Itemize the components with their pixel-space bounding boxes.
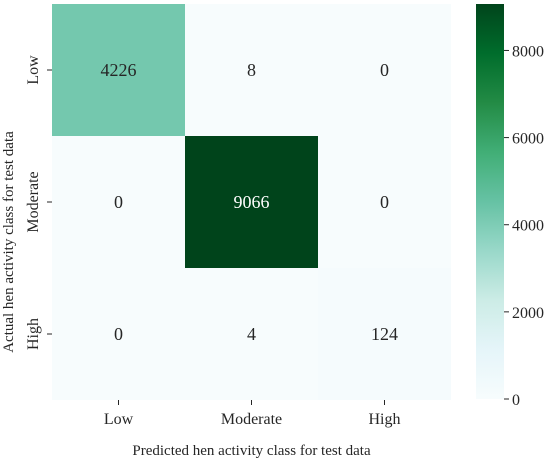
heatmap-cell-2-2	[318, 268, 451, 400]
cell-value-label-0-0: 4226	[101, 60, 137, 80]
cell-value-label-0-2: 0	[380, 60, 389, 80]
colorbar-tick-label-4: 8000	[512, 43, 544, 60]
cell-value-label-2-1: 4	[247, 324, 256, 344]
heatmap-cell-1-1	[185, 136, 318, 268]
heatmap-cell-2-0	[52, 268, 185, 400]
x-tick-label-0: Low	[104, 411, 134, 428]
x-tick-label-1: Moderate	[221, 411, 282, 428]
cell-value-label-1-2: 0	[380, 192, 389, 212]
y-tick-label-2: High	[25, 318, 42, 350]
heatmap-cell-0-2	[318, 4, 451, 136]
heatmap-cell-0-1	[185, 4, 318, 136]
colorbar-tick-label-3: 6000	[512, 131, 544, 148]
colorbar	[476, 4, 504, 399]
y-axis-label: Actual hen activity class for test data	[1, 131, 17, 353]
cell-value-label-2-2: 124	[371, 324, 398, 344]
cell-value-label-2-0: 0	[114, 324, 123, 344]
colorbar-tick-label-2: 4000	[512, 218, 544, 235]
colorbar-tick-label-0: 0	[512, 392, 520, 409]
colorbar-tick-label-1: 2000	[512, 305, 544, 322]
heatmap-cell-1-2	[318, 136, 451, 268]
x-tick-label-2: High	[369, 411, 401, 428]
heatmap-cell-0-0	[52, 4, 185, 136]
y-tick-label-0: Low	[25, 55, 42, 85]
cell-value-label-1-0: 0	[114, 192, 123, 212]
heatmap-cell-1-0	[52, 136, 185, 268]
x-axis-label: Predicted hen activity class for test da…	[132, 443, 371, 459]
cell-value-label-0-1: 8	[247, 60, 256, 80]
cell-value-label-1-1: 9066	[234, 192, 270, 212]
heatmap-cell-2-1	[185, 268, 318, 400]
y-tick-label-1: Moderate	[25, 171, 42, 232]
